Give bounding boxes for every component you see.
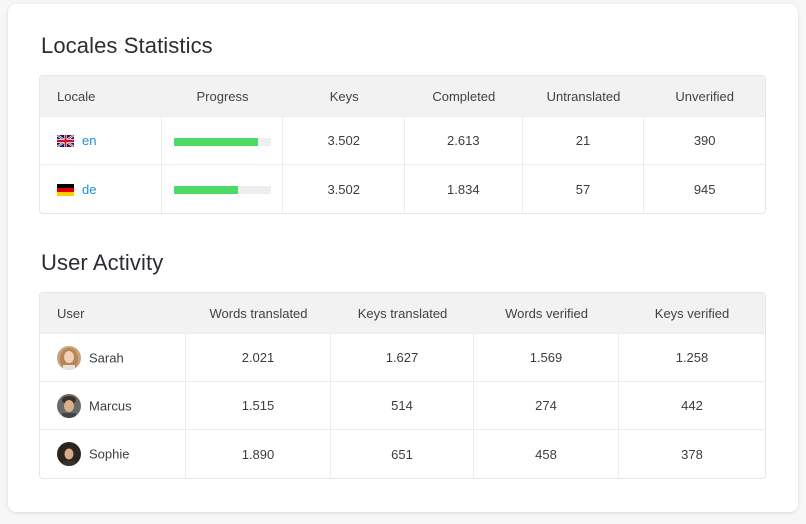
column-header-completed[interactable]: Completed xyxy=(404,76,523,117)
progress-bar xyxy=(173,137,271,146)
user-cell: Sophie xyxy=(40,430,186,478)
user-activity-table: User Words translated Keys translated Wo… xyxy=(39,292,766,479)
avatar xyxy=(57,345,81,370)
gb-flag-icon xyxy=(57,135,74,148)
keys-value: 3.502 xyxy=(283,165,405,213)
table-row[interactable]: en 3.502 2.613 21 390 xyxy=(40,117,765,165)
words-translated-value: 1.515 xyxy=(186,382,331,430)
completed-value: 2.613 xyxy=(404,117,523,165)
unverified-value: 390 xyxy=(644,117,765,165)
progress-bar xyxy=(173,186,271,195)
column-header-unverified[interactable]: Unverified xyxy=(644,76,765,117)
column-header-words-verified[interactable]: Words verified xyxy=(474,293,619,334)
column-header-user[interactable]: User xyxy=(40,293,186,334)
table-row[interactable]: de 3.502 1.834 57 945 xyxy=(40,165,765,213)
keys-verified-value: 378 xyxy=(681,446,703,462)
keys-translated-value: 651 xyxy=(331,430,474,478)
user-name: Marcus xyxy=(89,398,132,413)
words-verified-value: 458 xyxy=(474,430,619,478)
user-name: Sarah xyxy=(89,350,124,365)
locale-link-en[interactable]: en xyxy=(82,133,97,149)
progress-fill xyxy=(173,186,238,195)
keys-value: 3.502 xyxy=(283,117,405,165)
column-header-keys-translated[interactable]: Keys translated xyxy=(331,293,474,334)
user-cell: Sarah xyxy=(40,334,186,382)
locales-table: Locale Progress Keys Completed Untransla… xyxy=(39,75,766,214)
unverified-value: 945 xyxy=(693,181,716,197)
words-verified-value: 274 xyxy=(474,382,619,430)
words-translated-value: 2.021 xyxy=(186,334,331,382)
column-header-keys-verified[interactable]: Keys verified xyxy=(619,293,765,334)
keys-verified-value: 442 xyxy=(619,382,765,430)
locale-cell: en xyxy=(40,117,162,165)
activity-header-row: User Words translated Keys translated Wo… xyxy=(40,293,765,334)
words-translated-value: 1.890 xyxy=(186,430,331,478)
avatar xyxy=(57,393,81,418)
locale-link-de[interactable]: de xyxy=(82,182,97,198)
user-activity-title: User Activity xyxy=(41,250,164,275)
table-row[interactable]: Marcus 1.515 514 274 442 xyxy=(40,382,765,430)
keys-translated-value: 514 xyxy=(331,382,474,430)
words-verified-value: 1.569 xyxy=(474,334,619,382)
table-row[interactable]: Sophie 1.890 651 458 378 xyxy=(40,430,765,478)
user-cell: Marcus xyxy=(40,382,186,430)
untranslated-value: 57 xyxy=(523,165,645,213)
table-row[interactable]: Sarah 2.021 1.627 1.569 1.258 xyxy=(40,334,765,382)
user-name: Sophie xyxy=(89,446,130,462)
column-header-locale[interactable]: Locale xyxy=(40,76,162,117)
progress-cell xyxy=(161,117,284,165)
column-header-keys[interactable]: Keys xyxy=(283,76,405,117)
locales-header-row: Locale Progress Keys Completed Untransla… xyxy=(40,76,765,117)
de-flag-icon xyxy=(57,183,74,196)
completed-value: 1.834 xyxy=(405,165,523,213)
keys-translated-value: 1.627 xyxy=(331,334,474,382)
avatar xyxy=(57,442,81,466)
untranslated-value: 21 xyxy=(522,117,645,165)
column-header-words-translated[interactable]: Words translated xyxy=(186,293,331,334)
locale-cell: de xyxy=(40,165,162,213)
progress-cell xyxy=(162,165,284,213)
keys-verified-value: 1.258 xyxy=(619,334,765,382)
column-header-untranslated[interactable]: Untranslated xyxy=(522,76,645,117)
column-header-progress[interactable]: Progress xyxy=(161,76,284,117)
statistics-card: Locales Statistics Locale Progress Keys … xyxy=(8,4,798,512)
locales-statistics-title: Locales Statistics xyxy=(41,33,213,58)
progress-fill xyxy=(173,137,258,146)
